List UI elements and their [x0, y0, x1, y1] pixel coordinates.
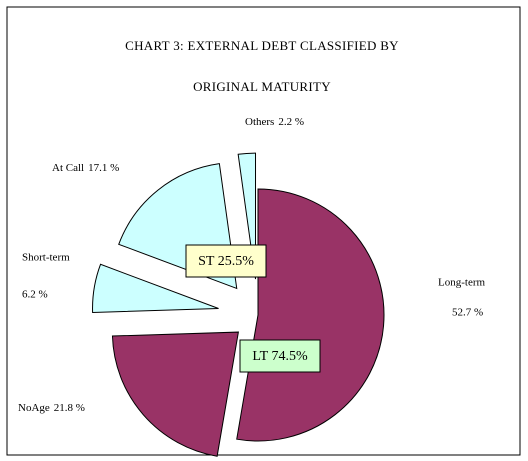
slice-label: Short-term	[22, 252, 70, 264]
slice-label: At Call 17.1 %	[52, 162, 119, 174]
annotation: LT 74.5%	[252, 349, 308, 364]
slice-label: Long-term	[438, 277, 485, 289]
value-label: 21.8 %	[54, 402, 85, 414]
category-label: Others	[245, 116, 274, 128]
value-label: 17.1 %	[88, 162, 119, 174]
category-label: NoAge	[18, 402, 50, 414]
annotation-box	[239, 339, 321, 373]
category-label: At Call	[52, 162, 84, 174]
pie-slice	[111, 331, 239, 457]
annotation: ST 25.5%	[198, 254, 254, 269]
chart-title: ORIGINAL MATURITY	[193, 79, 331, 94]
slice-label: Others 2.2 %	[245, 116, 304, 128]
value-label: 6.2 %	[22, 289, 48, 301]
slice-label: NoAge 21.8 %	[18, 402, 85, 414]
chart-title: CHART 3: EXTERNAL DEBT CLASSIFIED BY	[125, 38, 399, 53]
pie-slice	[236, 188, 385, 442]
pie-slice	[92, 263, 219, 313]
value-label: 52.7 %	[452, 307, 483, 319]
value-label: 2.2 %	[278, 116, 304, 128]
annotation-box	[185, 244, 267, 278]
